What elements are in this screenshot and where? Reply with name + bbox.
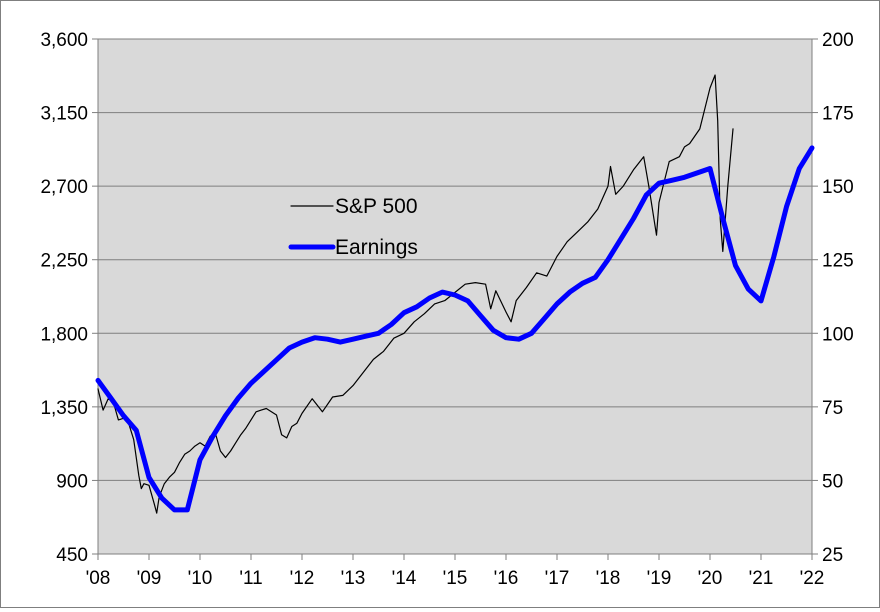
x-tick-label: '21 xyxy=(749,568,774,589)
series-line-earnings xyxy=(95,145,815,513)
x-tick-label: '19 xyxy=(647,568,672,589)
axes: 450 900 1,350 1,800 2,250 2,700 3,150 3,600 25 50… xyxy=(40,30,853,589)
x-tick-label: '08 xyxy=(86,568,111,589)
y-right-tick-label: 100 xyxy=(822,324,854,345)
y-left-tick-label: 1,350 xyxy=(40,398,88,419)
x-tick-label: '12 xyxy=(290,568,315,589)
x-tick-label: '11 xyxy=(239,568,262,589)
x-tick-label: '14 xyxy=(392,568,417,589)
x-tick-label: '20 xyxy=(698,568,723,589)
y-left-tick-label: 1,800 xyxy=(40,324,88,345)
x-tick-label: '18 xyxy=(596,568,621,589)
y-right-tick-label: 175 xyxy=(822,104,854,125)
y-right-tick-label: 50 xyxy=(822,471,843,492)
legend-label-earnings: Earnings xyxy=(335,236,418,259)
series-line-s-p-500 xyxy=(97,74,734,514)
x-tick-label: '13 xyxy=(341,568,366,589)
y-left-tick-label: 900 xyxy=(56,471,88,492)
y-left-tick-label: 3,600 xyxy=(40,30,88,51)
y-right-tick-label: 75 xyxy=(822,398,843,419)
x-tick-label: '16 xyxy=(494,568,519,589)
x-tick-label: '10 xyxy=(188,568,213,589)
series-group xyxy=(95,74,815,514)
x-tick-label: '09 xyxy=(137,568,162,589)
y-left-tick-label: 3,150 xyxy=(40,104,88,125)
y-right-tick-label: 125 xyxy=(822,251,854,272)
y-left-tick-label: 2,700 xyxy=(40,177,88,198)
y-right-tick-label: 200 xyxy=(822,30,854,51)
y-right-tick-label: 150 xyxy=(822,177,854,198)
x-tick-label: '22 xyxy=(800,568,825,589)
legend-label-s-p-500: S&P 500 xyxy=(335,195,418,218)
y-left-tick-label: 2,250 xyxy=(40,251,88,272)
y-right-tick-label: 25 xyxy=(822,545,843,566)
x-tick-label: '17 xyxy=(545,568,570,589)
legend: S&P 500 Earnings xyxy=(288,195,418,259)
y-left-tick-label: 450 xyxy=(56,545,88,566)
x-tick-label: '15 xyxy=(443,568,468,589)
gridlines xyxy=(98,112,812,481)
